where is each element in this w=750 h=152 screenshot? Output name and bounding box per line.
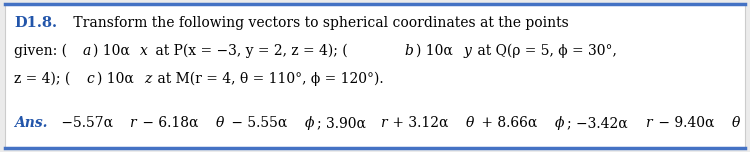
Text: ) 10α: ) 10α: [416, 44, 452, 58]
Text: − 9.40α: − 9.40α: [654, 116, 714, 130]
Text: y: y: [464, 44, 471, 58]
Text: z: z: [144, 72, 152, 86]
Text: x: x: [140, 44, 148, 58]
Text: −5.57α: −5.57α: [57, 116, 113, 130]
Text: a: a: [82, 44, 91, 58]
Text: ; −3.42α: ; −3.42α: [567, 116, 628, 130]
Text: ) 10α: ) 10α: [97, 72, 134, 86]
Text: r: r: [380, 116, 386, 130]
Text: − 6.18α: − 6.18α: [138, 116, 199, 130]
Text: z = 4); (: z = 4); (: [14, 72, 70, 86]
Text: D1.8.: D1.8.: [14, 16, 57, 30]
Text: at M(r = 4, θ = 110°, ϕ = 120°).: at M(r = 4, θ = 110°, ϕ = 120°).: [153, 72, 384, 86]
Text: b: b: [404, 44, 413, 58]
Text: − 5.55α: − 5.55α: [226, 116, 287, 130]
Text: r: r: [645, 116, 652, 130]
Text: θ: θ: [732, 116, 740, 130]
Text: ϕ: ϕ: [304, 116, 314, 130]
Text: + 3.12α: + 3.12α: [388, 116, 448, 130]
Text: c: c: [86, 72, 94, 86]
Text: ) 10α: ) 10α: [93, 44, 130, 58]
Text: r: r: [130, 116, 136, 130]
Text: at Q(ρ = 5, ϕ = 30°,: at Q(ρ = 5, ϕ = 30°,: [473, 44, 617, 58]
Text: Ans.: Ans.: [14, 116, 47, 130]
Text: + 8.66α: + 8.66α: [477, 116, 537, 130]
Text: θ: θ: [216, 116, 224, 130]
Text: Transform the following vectors to spherical coordinates at the points: Transform the following vectors to spher…: [70, 16, 569, 30]
Text: θ: θ: [466, 116, 475, 130]
Text: ; 3.90α: ; 3.90α: [316, 116, 365, 130]
Text: given: (: given: (: [14, 44, 67, 58]
Text: at P(x = −3, y = 2, z = 4); (: at P(x = −3, y = 2, z = 4); (: [151, 44, 347, 58]
Text: ϕ: ϕ: [555, 116, 564, 130]
